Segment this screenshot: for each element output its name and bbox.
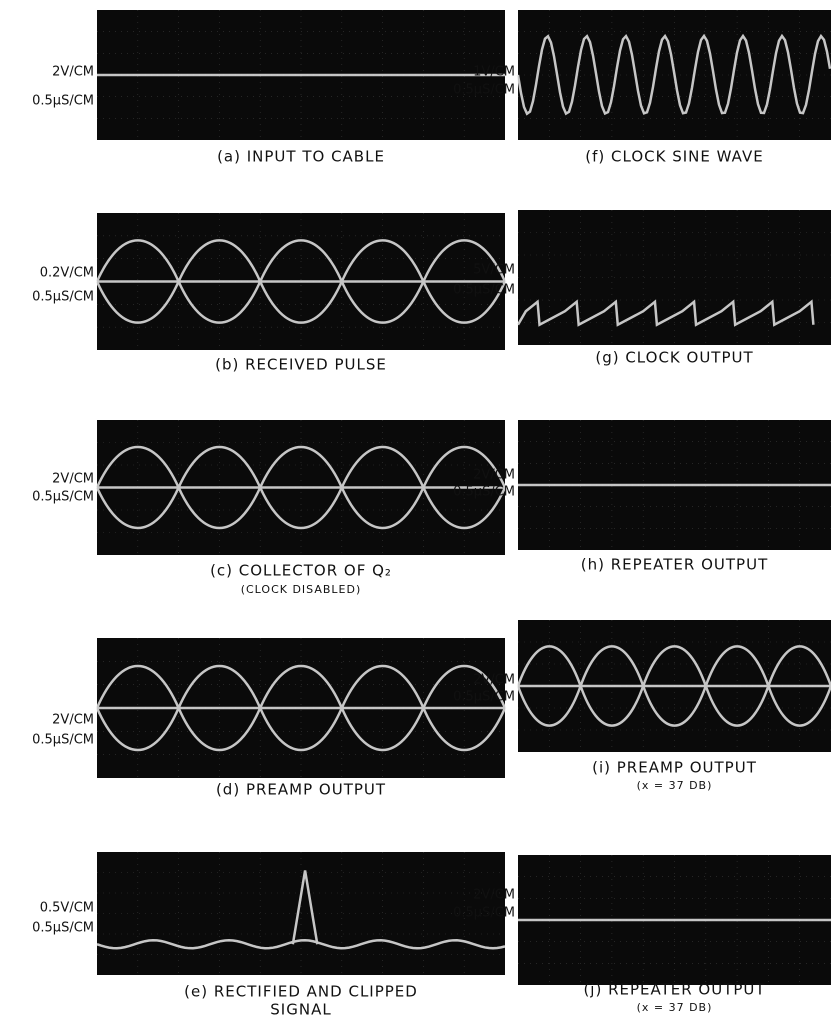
caption: (e) RECTIFIED AND CLIPPED [184, 983, 418, 1001]
caption-note: SIGNAL [270, 1001, 331, 1018]
graticule [518, 210, 831, 345]
volts-per-cm: 2V/CM [52, 713, 94, 728]
volts-per-cm: 2V/CM [473, 468, 515, 483]
caption: (h) REPEATER OUTPUT [581, 556, 768, 574]
volts-per-cm: 2V/CM [52, 472, 94, 487]
time-per-cm: 0.5μS/CM [32, 490, 94, 505]
caption-note: (x = 37 DB) [637, 1001, 713, 1014]
volts-per-cm: 2V/CM [473, 888, 515, 903]
graticule [518, 420, 831, 550]
trace [95, 445, 507, 530]
time-per-cm: 0.5μS/CM [32, 921, 94, 936]
trace [95, 239, 507, 324]
caption: (d) PREAMP OUTPUT [216, 781, 386, 799]
time-per-cm: 0.5μS/CM [453, 83, 515, 98]
volts-per-cm: 2V/CM [52, 65, 94, 80]
trace [516, 299, 815, 327]
trace [516, 33, 831, 116]
time-per-cm: 0.5μS/CM [453, 283, 515, 298]
caption: (g) CLOCK OUTPUT [595, 349, 753, 367]
time-per-cm: 0.5μS/CM [453, 485, 515, 500]
volts-per-cm: 2V/CM [473, 673, 515, 688]
caption: (b) RECEIVED PULSE [215, 356, 387, 374]
volts-per-cm: 0.5V/CM [40, 901, 94, 916]
volts-per-cm: 5V/CM [473, 263, 515, 278]
trace [516, 645, 831, 727]
caption: (c) COLLECTOR OF Q₂ [210, 562, 392, 580]
volts-per-cm: 1V/CM [473, 65, 515, 80]
time-per-cm: 0.5μS/CM [453, 906, 515, 921]
trace [95, 664, 507, 752]
caption: (j) REPEATER OUTPUT [583, 981, 765, 999]
caption-note: (x = 37 DB) [637, 779, 713, 792]
time-per-cm: 0.5μS/CM [32, 290, 94, 305]
caption: (i) PREAMP OUTPUT [592, 759, 757, 777]
caption: (f) CLOCK SINE WAVE [585, 148, 763, 166]
volts-per-cm: 0.2V/CM [40, 266, 94, 281]
time-per-cm: 0.5μS/CM [32, 733, 94, 748]
time-per-cm: 0.5μS/CM [453, 690, 515, 705]
trace [96, 870, 506, 950]
caption: (a) INPUT TO CABLE [217, 148, 385, 166]
caption-note: (CLOCK DISABLED) [241, 583, 362, 596]
time-per-cm: 0.5μS/CM [32, 94, 94, 109]
